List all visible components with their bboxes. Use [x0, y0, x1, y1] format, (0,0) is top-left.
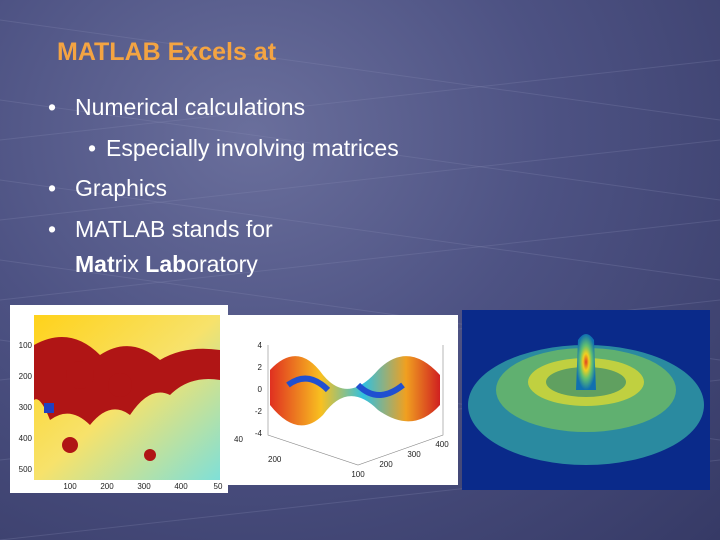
image-tick-label: -4 — [255, 429, 263, 438]
image-tick-label: 100 — [351, 470, 365, 479]
image-tick-label: 200 — [268, 455, 282, 464]
sub-bullet-text: Especially involving matrices — [106, 135, 399, 161]
bullet-text: MATLAB stands for — [75, 216, 273, 242]
bullet-continuation: Matrix Laboratory — [75, 251, 258, 278]
image-tick-label: 0 — [258, 385, 263, 394]
image-tick-label: 200 — [19, 372, 33, 381]
image-tick-label: 300 — [19, 403, 33, 412]
text-run: Mat — [75, 251, 115, 277]
image-tick-label: 300 — [407, 450, 421, 459]
bullet-mark: • — [48, 216, 57, 242]
image-tick-label: 200 — [100, 482, 114, 491]
bullet-mark: • — [88, 135, 97, 161]
image-tick-label: 40 — [234, 435, 243, 444]
bullet-mark: • — [48, 175, 57, 201]
slide-title: MATLAB Excels at — [57, 38, 277, 66]
fractal-image: 100 200 300 400 500 100 200 300 400 50 — [10, 305, 228, 493]
image-tick-label: 500 — [19, 465, 33, 474]
image-tick-label: 200 — [379, 460, 393, 469]
image-tick-label: 100 — [19, 341, 33, 350]
image-tick-label: 400 — [435, 440, 449, 449]
image-tick-label: 2 — [258, 363, 263, 372]
ring-surface-image — [462, 310, 710, 490]
text-run: Lab — [145, 251, 187, 277]
image-tick-label: -2 — [255, 407, 263, 416]
image-tick-label: 50 — [214, 482, 223, 491]
bullet-text: Graphics — [75, 175, 168, 201]
image-tick-label: 400 — [19, 434, 33, 443]
image-tick-label: 100 — [63, 482, 77, 491]
surface-plot-image: 4 2 0 -2 -4 40 200 100 200 300 400 — [228, 315, 458, 485]
image-tick-label: 300 — [137, 482, 151, 491]
text-run: oratory — [186, 251, 258, 277]
image-tick-label: 4 — [258, 341, 263, 350]
image-tick-label: 400 — [174, 482, 188, 491]
bullet-text: Numerical calculations — [75, 94, 306, 120]
text-run: rix — [114, 251, 146, 277]
bullet-mark: • — [48, 94, 57, 120]
